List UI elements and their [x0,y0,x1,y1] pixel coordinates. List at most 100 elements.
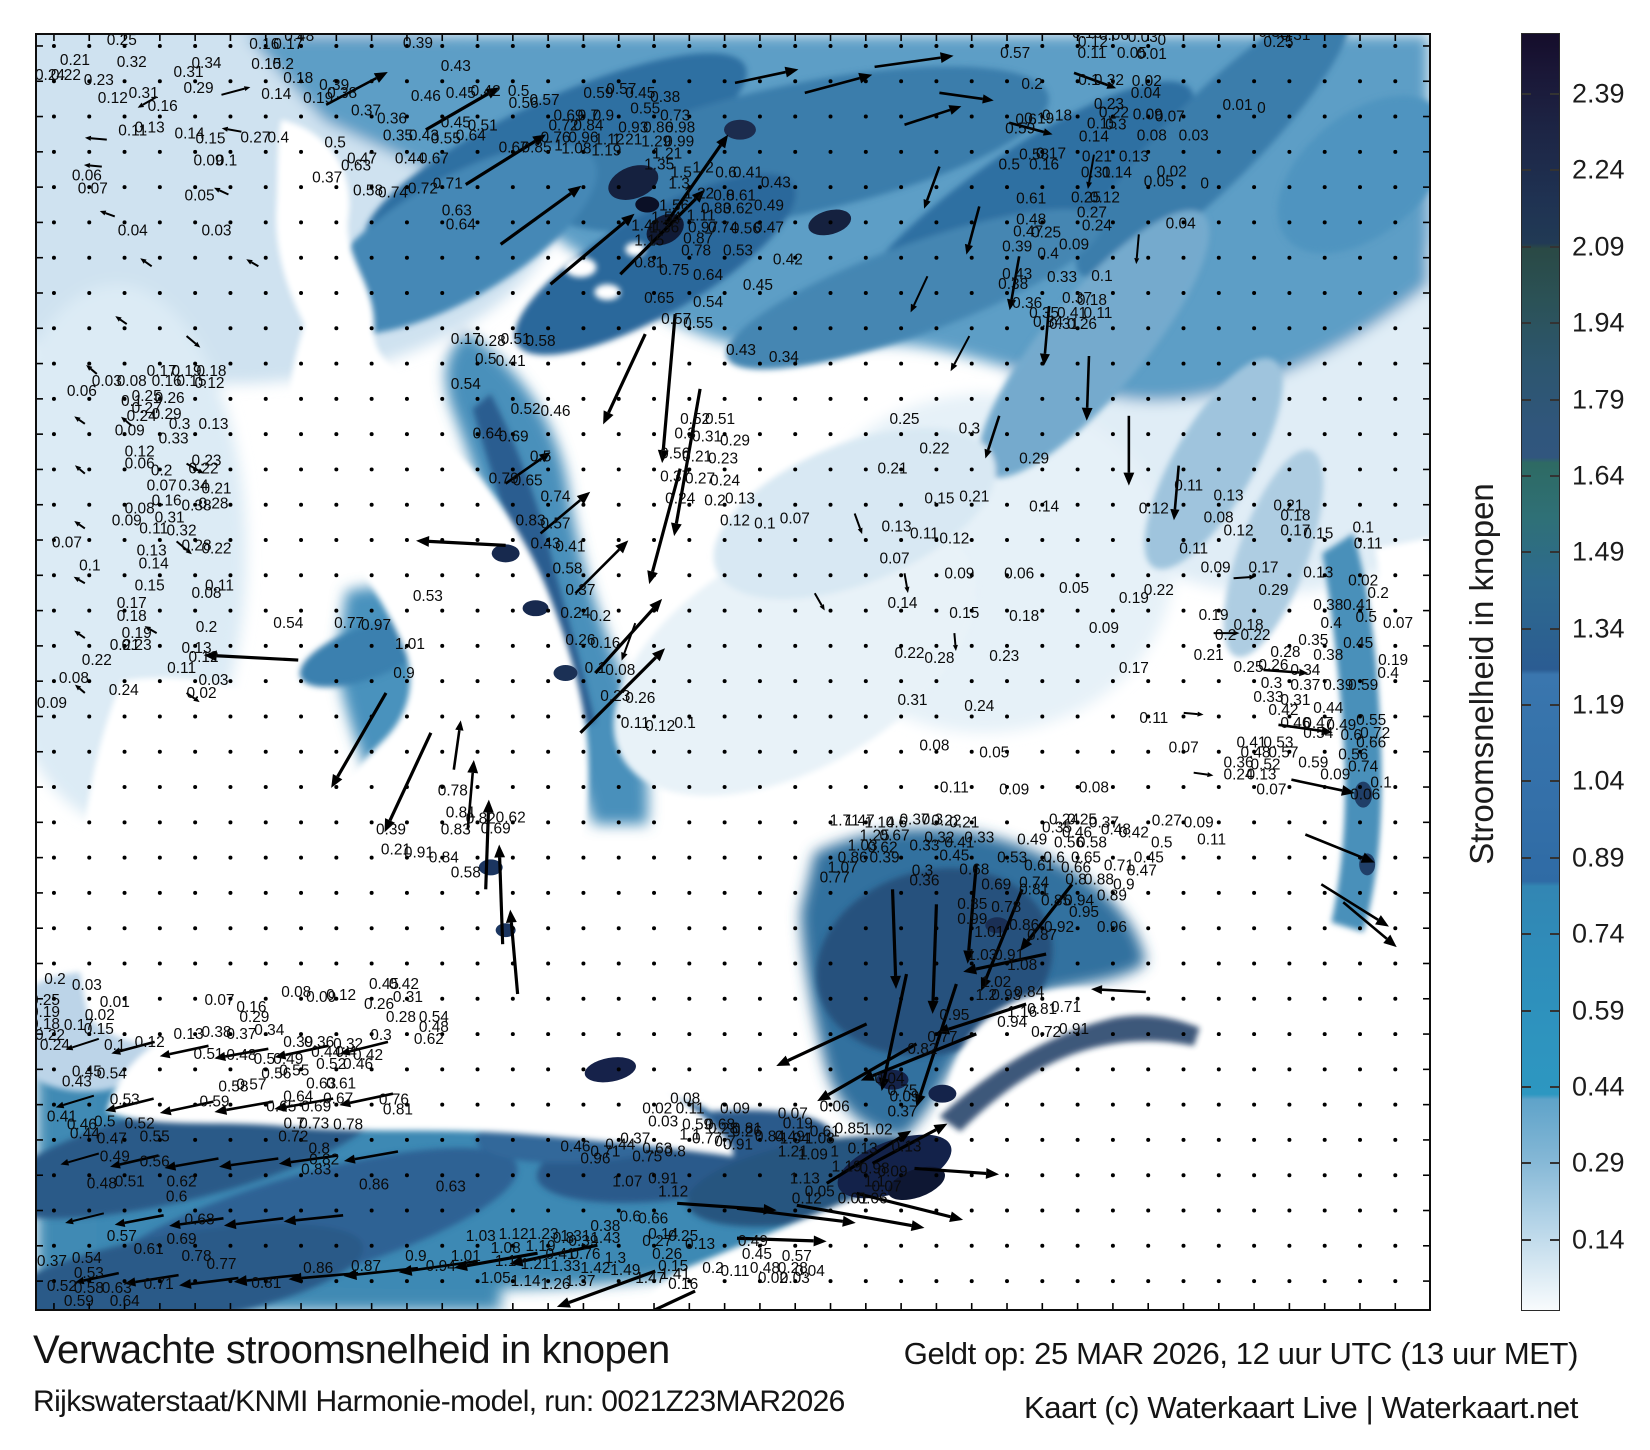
current-speed-value: 0.11 [940,780,969,797]
grid-dot [404,502,409,507]
grid-dot [934,1173,939,1178]
current-speed-value: 0.12 [125,444,155,461]
current-speed-value: 0.24 [560,605,590,622]
current-arrow [1134,234,1140,265]
grid-dot [722,926,727,931]
current-speed-value: 0.17 [64,1017,94,1034]
grid-dot [1110,890,1115,895]
current-speed-value: 0.75 [632,1148,662,1165]
grid-dot [1358,573,1362,578]
grid-dot [1040,538,1045,543]
grid-dot [228,326,233,331]
grid-dot [793,643,798,648]
grid-dot [1040,926,1045,931]
current-speed-value: 0.39 [403,35,433,52]
current-speed-value: 0.58 [1077,834,1107,851]
grid-dot [1146,890,1151,895]
grid-dot [334,820,339,825]
grid-dot [793,290,798,295]
current-speed-value: 0.33 [159,431,189,448]
current-speed-value: 0.8 [308,1140,329,1157]
current-arrow [283,1214,344,1226]
grid-dot [369,255,374,260]
grid-dot [581,326,586,331]
grid-dot [1146,43,1151,48]
current-speed-value: 0.32 [924,829,954,846]
current-arrow [110,1154,159,1169]
grid-dot [263,467,268,472]
grid-dot [1358,1102,1362,1107]
current-speed-value: 0.17 [273,36,303,53]
current-speed-value: 0.61 [726,187,756,204]
current-speed-value: 0.47 [754,219,784,236]
grid-dot [1110,361,1115,366]
grid-dot [616,149,621,154]
grid-dot [51,326,56,331]
map-credit: Kaart (c) Waterkaart Live | Waterkaart.n… [1023,1390,1578,1425]
current-speed-value: 0.09 [115,423,145,440]
grid-dot [687,1102,692,1107]
grid-dot [793,361,798,366]
grid-dot [157,43,162,48]
grid-dot [1040,220,1045,225]
current-speed-value: 0.31 [1280,692,1310,709]
current-speed-value: 1.41 [631,217,661,234]
grid-dot [757,467,762,472]
grid-dot [1075,538,1080,543]
grid-dot [475,643,480,648]
grid-dot [1252,114,1257,119]
grid-dot [404,79,409,84]
grid-dot [51,396,56,401]
grid-dot [934,467,939,472]
grid-dot [87,926,92,931]
grid-dot [440,1032,445,1037]
current-arrow [539,491,591,535]
current-speed-value: 0.33 [1047,269,1077,286]
grid-dot [1287,1102,1292,1107]
grid-dot [157,502,162,507]
grid-dot [934,1102,939,1107]
grid-dot [334,890,339,895]
grid-dot [899,432,904,437]
current-arrow [556,1269,656,1308]
grid-dot [616,185,621,190]
current-speed-value: 0.08 [125,500,155,517]
grid-dot [51,467,56,472]
grid-dot [1181,820,1186,825]
grid-dot [1358,749,1362,754]
current-speed-value: 1.02 [863,1122,893,1139]
current-speed-value: 0.12 [939,530,969,547]
current-speed-value: 0.88 [1084,871,1114,888]
grid-dot [1322,1243,1327,1248]
grid-dot [1358,361,1362,366]
current-speed-value: 0.81 [383,1102,413,1119]
grid-dot [1393,573,1398,578]
grid-dot [51,785,56,790]
grid-dot [934,714,939,719]
current-speed-value: 0.37 [1089,815,1119,832]
grid-dot [757,538,762,543]
grid-dot [1181,1243,1186,1248]
current-speed-value: 0.11 [205,577,234,594]
grid-dot [793,149,798,154]
grid-dot [793,855,798,860]
current-speed-value: 0.55 [431,131,461,148]
grid-dot [1075,220,1080,225]
current-arrow [657,313,677,464]
grid-dot [1075,1102,1080,1107]
grid-dot [616,1173,621,1178]
grid-dot [863,643,868,648]
current-speed-value: 0.41 [1057,305,1087,322]
grid-dot [1322,502,1327,507]
current-speed-value: 0.37 [620,1131,650,1148]
grid-dot [863,996,868,1001]
grid-dot [1040,185,1045,190]
grid-dot [934,608,939,613]
grid-dot [475,149,480,154]
current-speed-value: 0.26 [1067,316,1097,333]
grid-dot [757,996,762,1001]
grid-dot [1075,114,1080,119]
grid-dot [263,185,268,190]
current-speed-value: 0.4 [1037,245,1059,262]
grid-dot [687,643,692,648]
